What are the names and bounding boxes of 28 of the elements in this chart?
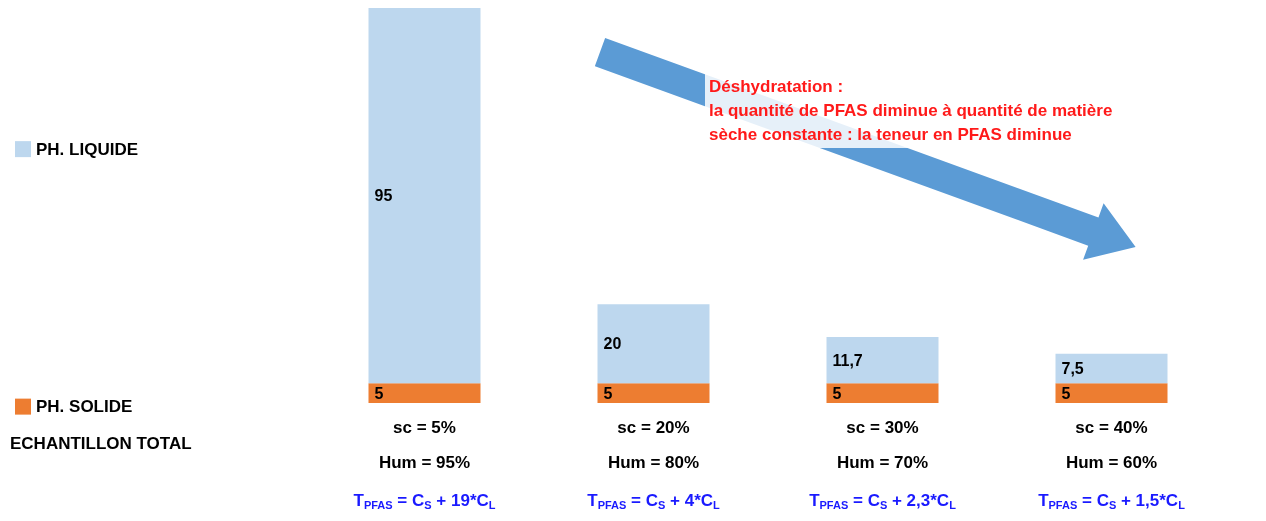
text: Hum = 80% — [607, 452, 700, 472]
data-label: 5 — [832, 384, 842, 402]
bar — [1055, 353, 1168, 384]
text: Hum = 95% — [378, 452, 471, 472]
bar — [826, 383, 939, 403]
data-label: 5 — [374, 384, 384, 402]
text: Hum = 70% — [836, 452, 929, 472]
data-label: 5 — [1061, 384, 1071, 402]
bar — [597, 304, 710, 384]
bar — [368, 383, 481, 403]
annotation: Déshydratation : la quantité de PFAS diminue à quantité de matière sèche constante : la teneur en PFAS diminue — [709, 76, 1113, 144]
legend-label: PH. LIQUIDE — [36, 139, 139, 159]
bar — [597, 383, 710, 403]
data-label: 11,7 — [832, 351, 863, 369]
legend-label: PH. SOLIDE — [36, 397, 133, 417]
text: Hum = 60% — [1065, 452, 1158, 472]
x-tick-label: sc = 30% — [846, 418, 919, 437]
bar — [826, 337, 939, 384]
data-label: 95 — [374, 187, 393, 205]
text: ECHANTILLON TOTAL — [10, 434, 192, 453]
bar — [1055, 383, 1168, 403]
data-label: 7,5 — [1061, 359, 1084, 377]
data-label: 5 — [603, 384, 613, 402]
x-tick-label: sc = 20% — [617, 418, 690, 437]
data-label: 20 — [603, 335, 622, 353]
x-tick-label: sc = 5% — [393, 418, 456, 437]
x-tick-label: sc = 40% — [1075, 418, 1148, 437]
bar — [368, 8, 481, 384]
